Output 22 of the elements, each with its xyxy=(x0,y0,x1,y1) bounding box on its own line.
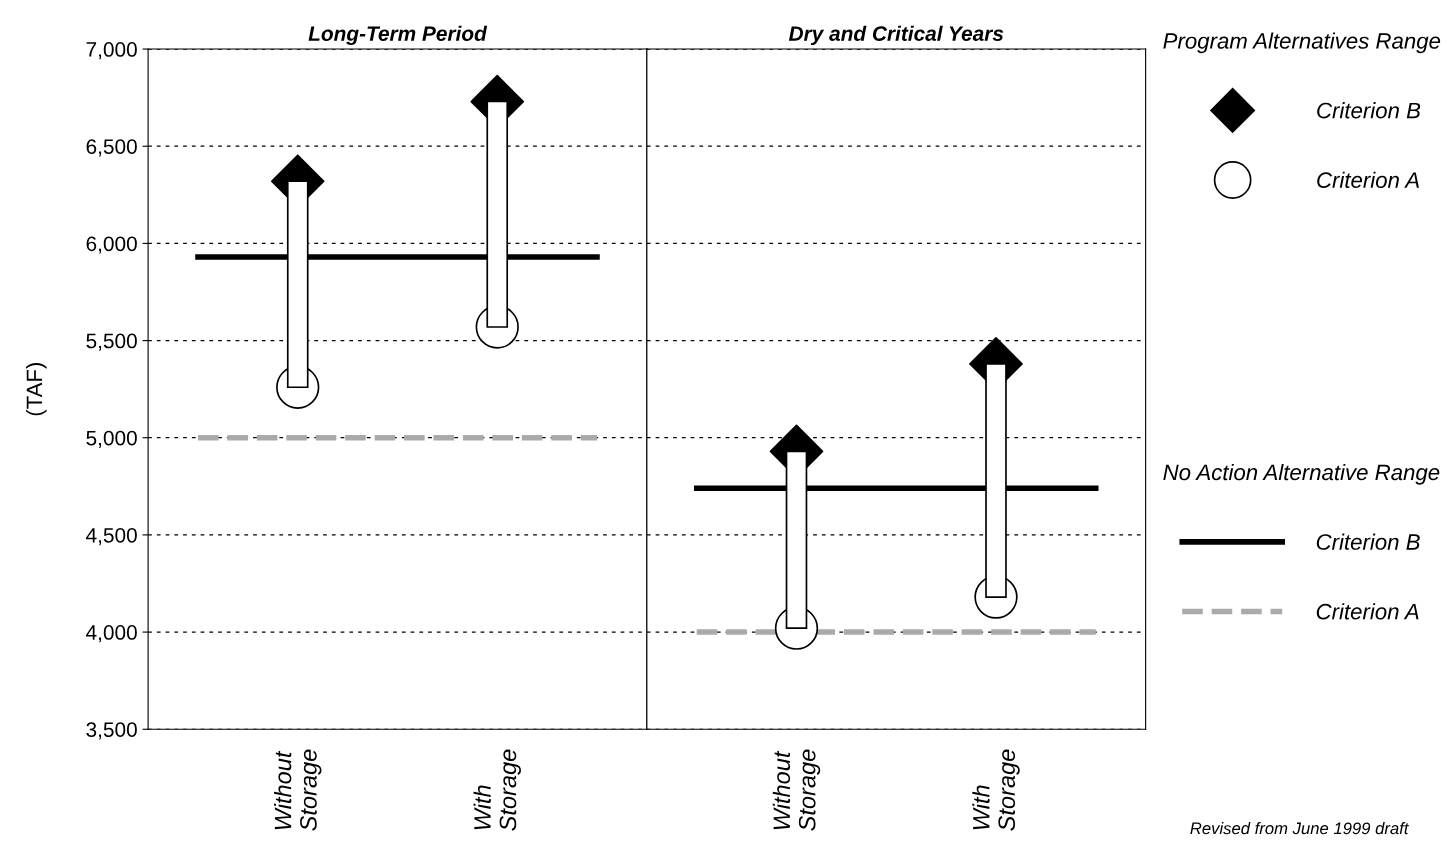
text: Revised from June 1999 draft xyxy=(1190,822,1410,835)
x-tick-label: Without Storage xyxy=(772,749,821,831)
y-tick-label: 4,500 xyxy=(86,527,137,546)
y-tick-label: 5,000 xyxy=(86,430,137,448)
x-tick-label: Without Storage xyxy=(274,749,322,831)
y-tick-label: 5,500 xyxy=(86,333,137,351)
legend-label: Criterion B xyxy=(1316,533,1420,550)
chart-title: Dry and Critical Years xyxy=(788,25,1004,46)
y-tick-label: 7,000 xyxy=(86,42,137,60)
legend-title: No Action Alternative Range xyxy=(1163,463,1440,485)
y-axis-title: (TAF) xyxy=(25,362,47,416)
y-tick-label: 3,500 xyxy=(86,722,137,740)
x-tick-label: With Storage xyxy=(473,749,521,831)
legend-label: Criterion A xyxy=(1316,603,1419,620)
legend-title: Program Alternatives Range xyxy=(1163,32,1441,54)
y-tick-label: 4,000 xyxy=(86,625,137,643)
x-tick-label: With Storage xyxy=(972,749,1020,831)
text: Criterion A xyxy=(1317,171,1419,189)
y-tick-label: 6,500 xyxy=(86,139,137,157)
y-tick-label: 6,000 xyxy=(86,236,137,254)
chart-title: Long-Term Period xyxy=(308,25,488,46)
text: Criterion B xyxy=(1317,102,1421,119)
